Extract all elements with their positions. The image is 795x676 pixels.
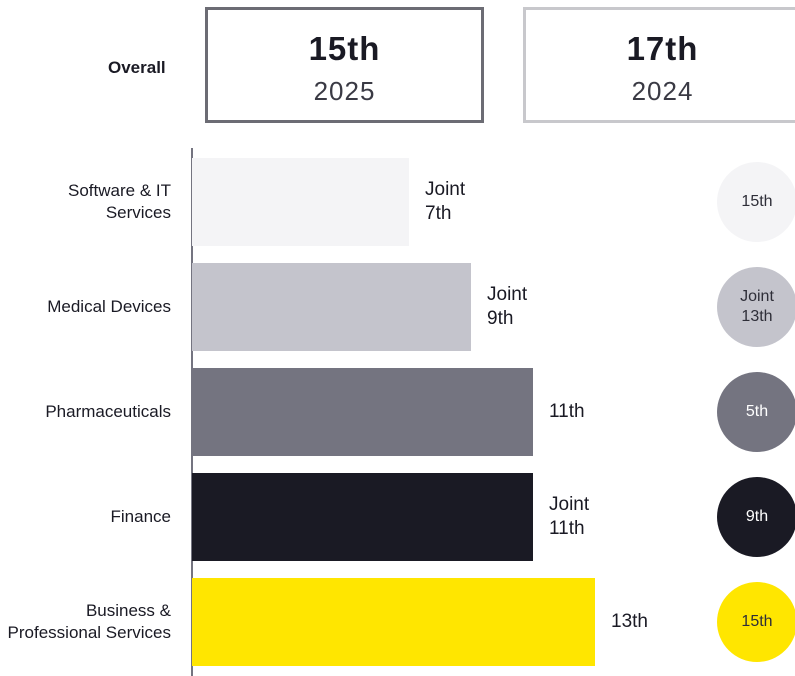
bar [192,368,533,456]
overall-label: Overall [108,58,166,77]
overall-box: 17th 2024 [523,7,795,123]
previous-rank-circle: 9th [717,477,795,557]
value-label: 11th [549,401,585,422]
value-label: Joint 9th [487,284,528,329]
bar [192,263,471,351]
overall-rank: 15th [308,30,381,67]
previous-rank-label: 5th [745,403,769,420]
bar [192,578,595,666]
category-label: Finance [110,507,171,526]
value-label: Joint 11th [549,494,590,539]
category-label: Medical Devices [47,297,171,316]
previous-rank-circle: Joint 13th [717,267,795,347]
bar [192,158,409,246]
previous-rank-label: 15th [741,613,773,630]
previous-rank-label: Joint 13th [740,288,774,325]
value-label: 13th [611,611,648,632]
bar [192,473,533,561]
previous-rank-circle: 5th [717,372,795,452]
overall-year: 2025 [313,76,376,106]
category-label: Software & IT Services [68,181,171,222]
overall-rank: 17th [626,30,699,67]
category-label: Pharmaceuticals [45,402,171,421]
previous-rank-label: 9th [745,508,769,525]
value-label: Joint 7th [425,179,466,224]
overall-year: 2024 [631,76,694,106]
category-label: Business & Professional Services [7,601,171,642]
previous-rank-label: 15th [741,193,773,210]
previous-rank-circle: 15th [717,162,795,242]
overall-box: 15th 2025 [205,7,484,123]
previous-rank-circle: 15th [717,582,795,662]
